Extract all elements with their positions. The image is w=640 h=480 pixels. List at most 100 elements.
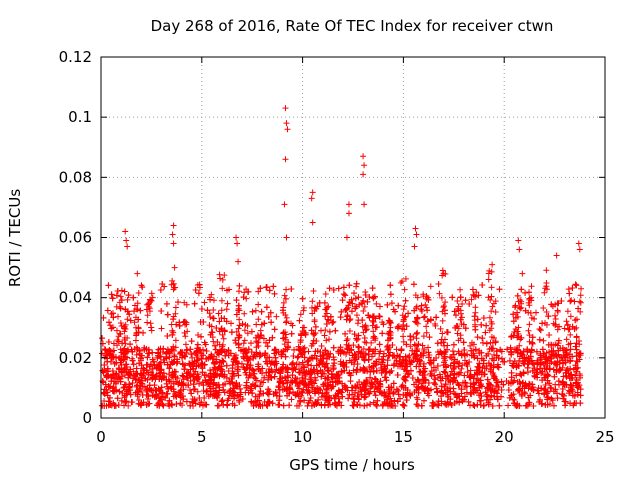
data-point xyxy=(566,390,573,397)
data-point xyxy=(381,399,388,406)
data-point xyxy=(229,400,236,407)
data-point xyxy=(230,370,237,377)
data-point xyxy=(107,401,114,408)
data-point xyxy=(210,359,217,366)
data-point xyxy=(544,357,551,364)
data-point xyxy=(498,355,505,362)
data-point xyxy=(416,357,423,364)
data-point xyxy=(128,399,135,406)
data-point xyxy=(526,380,533,387)
data-point xyxy=(485,350,492,357)
data-point xyxy=(556,323,563,330)
data-point xyxy=(304,358,311,365)
data-point xyxy=(344,313,351,320)
data-point xyxy=(297,398,304,405)
data-point xyxy=(534,374,541,381)
data-point xyxy=(476,384,483,391)
data-point xyxy=(343,364,350,371)
data-point xyxy=(145,346,152,353)
data-point xyxy=(125,369,132,376)
data-point xyxy=(406,391,413,398)
data-point xyxy=(245,356,252,363)
data-point xyxy=(380,356,387,363)
data-point xyxy=(270,283,277,290)
data-point xyxy=(507,344,514,351)
data-point xyxy=(296,369,303,376)
data-point xyxy=(466,374,473,381)
data-point xyxy=(200,388,207,395)
data-point xyxy=(536,336,543,343)
data-point xyxy=(567,381,574,388)
data-point xyxy=(518,392,525,399)
data-point xyxy=(260,335,267,342)
data-point xyxy=(474,316,481,323)
data-point xyxy=(262,339,269,346)
data-point xyxy=(320,352,327,359)
data-point xyxy=(369,353,376,360)
data-point xyxy=(176,322,183,329)
data-point xyxy=(513,346,520,353)
data-point xyxy=(196,401,203,408)
data-point xyxy=(505,380,512,387)
data-point xyxy=(350,395,357,402)
data-point xyxy=(148,324,155,331)
data-point xyxy=(350,396,357,403)
data-point xyxy=(176,389,183,396)
data-point xyxy=(190,373,197,380)
data-point xyxy=(223,306,230,313)
data-point xyxy=(323,310,330,317)
data-point xyxy=(493,390,500,397)
data-point xyxy=(450,378,457,385)
data-point xyxy=(170,316,177,323)
data-point xyxy=(441,359,448,366)
data-point xyxy=(121,372,128,379)
data-point xyxy=(318,373,325,380)
data-point xyxy=(220,386,227,393)
data-point xyxy=(323,320,330,327)
data-point xyxy=(110,354,117,361)
data-point xyxy=(313,362,320,369)
data-point xyxy=(240,294,247,301)
data-point xyxy=(144,396,151,403)
data-point xyxy=(449,294,456,301)
data-point xyxy=(289,372,296,379)
data-point xyxy=(244,361,251,368)
data-point xyxy=(409,374,416,381)
data-point xyxy=(228,320,235,327)
data-point xyxy=(235,397,242,404)
data-point xyxy=(495,387,502,394)
data-point xyxy=(380,321,387,328)
data-point xyxy=(139,391,146,398)
data-point xyxy=(101,361,108,368)
data-point xyxy=(188,338,195,345)
data-point xyxy=(250,374,257,381)
data-point xyxy=(479,281,486,288)
data-point xyxy=(494,363,501,370)
data-point xyxy=(406,371,413,378)
data-point xyxy=(469,286,476,293)
data-point xyxy=(262,350,269,357)
data-point xyxy=(415,363,422,370)
data-point xyxy=(512,302,519,309)
data-point xyxy=(493,348,500,355)
data-point xyxy=(177,387,184,394)
data-point xyxy=(258,378,265,385)
data-point xyxy=(567,346,574,353)
data-point xyxy=(242,369,249,376)
data-point xyxy=(329,319,336,326)
data-point xyxy=(265,398,272,405)
data-point xyxy=(271,373,278,380)
data-point xyxy=(263,284,270,291)
data-point xyxy=(508,333,515,340)
data-point xyxy=(113,370,120,377)
data-point xyxy=(224,397,231,404)
data-point xyxy=(263,369,270,376)
data-point xyxy=(118,361,125,368)
data-point xyxy=(151,362,158,369)
data-point xyxy=(216,318,223,325)
data-point xyxy=(195,373,202,380)
data-point xyxy=(478,355,485,362)
data-point xyxy=(393,346,400,353)
data-point xyxy=(288,396,295,403)
data-point xyxy=(293,402,300,409)
